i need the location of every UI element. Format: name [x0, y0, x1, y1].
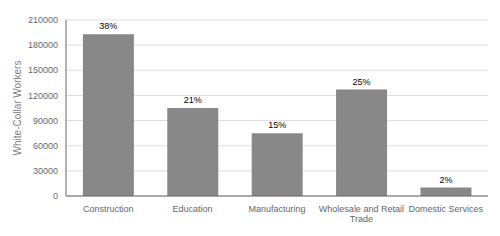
svg-text:Education: Education	[173, 204, 213, 214]
svg-text:White-Collar Workers: White-Collar Workers	[12, 61, 23, 156]
svg-text:25%: 25%	[353, 77, 371, 87]
svg-text:15%: 15%	[268, 120, 286, 130]
svg-text:90000: 90000	[33, 116, 58, 126]
svg-text:180000: 180000	[28, 40, 58, 50]
svg-text:38%: 38%	[99, 21, 117, 31]
svg-text:60000: 60000	[33, 141, 58, 151]
svg-text:150000: 150000	[28, 65, 58, 75]
svg-text:210000: 210000	[28, 15, 58, 25]
svg-text:120000: 120000	[28, 91, 58, 101]
svg-text:Manufacturing: Manufacturing	[248, 204, 305, 214]
svg-text:0: 0	[53, 191, 58, 201]
svg-text:Domestic Services: Domestic Services	[409, 204, 484, 214]
svg-text:21%: 21%	[184, 95, 202, 105]
svg-text:30000: 30000	[33, 166, 58, 176]
svg-text:Construction: Construction	[83, 204, 134, 214]
svg-text:2%: 2%	[439, 175, 452, 185]
svg-text:Wholesale and RetailTrade: Wholesale and RetailTrade	[319, 204, 404, 224]
